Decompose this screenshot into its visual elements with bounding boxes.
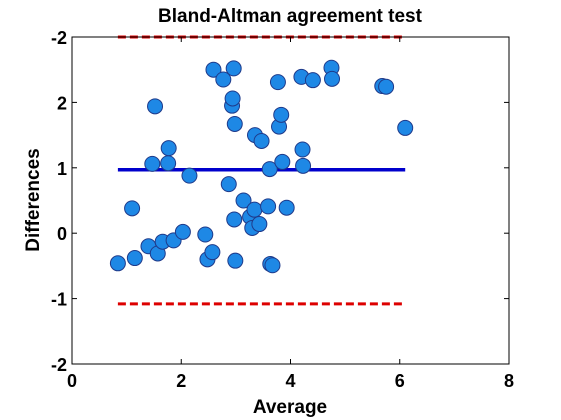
x-tick-label: 0 — [67, 371, 77, 391]
y-tick-label: -2 — [51, 28, 67, 48]
data-point — [227, 252, 244, 269]
data-point — [246, 201, 263, 218]
data-point — [294, 141, 311, 158]
data-point — [235, 192, 252, 209]
data-point — [261, 161, 278, 178]
data-point — [226, 211, 243, 228]
data-point — [224, 90, 241, 107]
data-point — [197, 226, 214, 243]
data-point — [226, 115, 243, 132]
y-axis-label: Differences — [23, 148, 44, 252]
data-point — [147, 98, 164, 115]
data-point — [295, 157, 312, 174]
data-point — [273, 106, 290, 123]
data-point — [278, 199, 295, 216]
data-point — [181, 167, 198, 184]
data-point — [260, 198, 277, 215]
y-tick-label: 0 — [57, 224, 67, 244]
data-point — [205, 61, 222, 78]
y-tick-label: 1 — [57, 159, 67, 179]
data-point — [215, 71, 232, 88]
data-point — [253, 132, 270, 149]
data-point — [220, 176, 237, 193]
data-point — [324, 70, 341, 87]
data-point — [264, 257, 281, 274]
data-point — [144, 155, 161, 172]
plot-area — [71, 36, 510, 365]
data-point — [378, 78, 395, 95]
chart-title: Bland-Altman agreement test — [158, 6, 423, 27]
data-point — [174, 223, 191, 240]
x-tick-label: 6 — [395, 371, 405, 391]
y-tick-label: -1 — [51, 290, 67, 310]
x-axis-label: Average — [253, 397, 327, 418]
data-point — [251, 216, 268, 233]
data-point — [274, 153, 291, 170]
data-point — [225, 60, 242, 77]
data-point — [160, 155, 177, 172]
data-point — [204, 244, 221, 261]
data-point — [124, 200, 141, 217]
x-tick-label: 8 — [504, 371, 514, 391]
data-point — [397, 119, 414, 136]
y-tick-label: 2 — [57, 93, 67, 113]
data-point — [160, 140, 177, 157]
data-point — [126, 250, 143, 267]
x-tick-label: 4 — [285, 371, 295, 391]
data-point — [109, 255, 126, 272]
data-point — [304, 72, 321, 89]
x-tick-label: 2 — [176, 371, 186, 391]
data-point — [269, 74, 286, 91]
y-tick-label: -2 — [51, 355, 67, 375]
